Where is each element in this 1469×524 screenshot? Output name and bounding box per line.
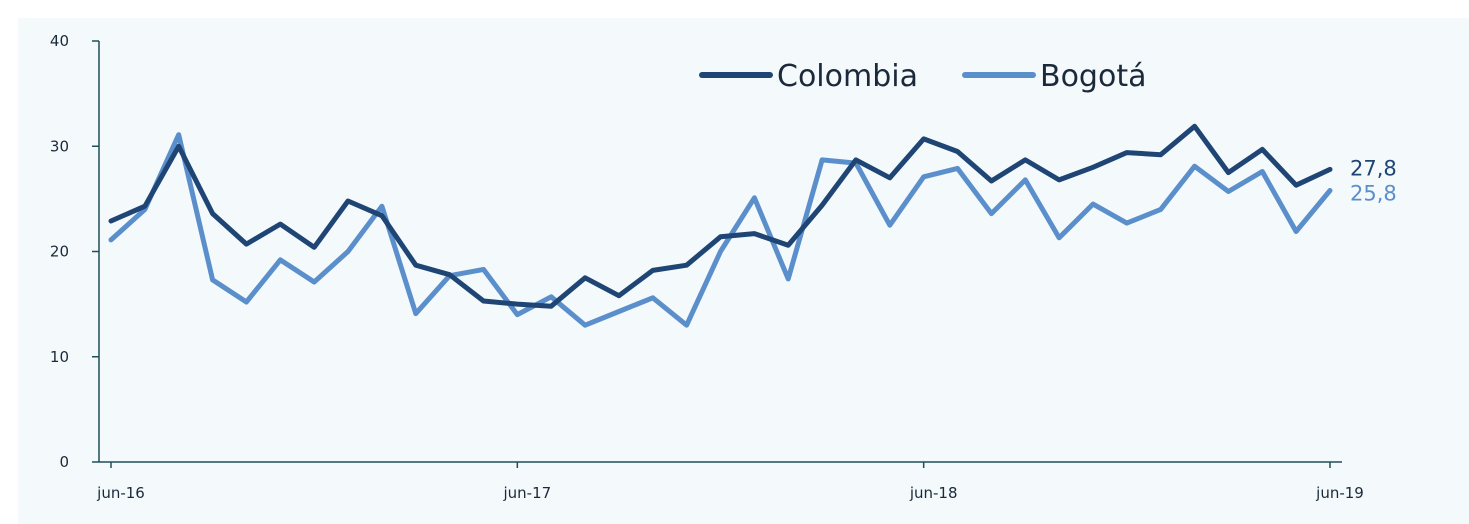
- plot-background: [18, 18, 1469, 524]
- y-tick-label: 40: [50, 32, 69, 50]
- end-value-label: 25,8: [1350, 181, 1397, 205]
- y-tick-label: 20: [50, 243, 69, 261]
- x-tick-label: jun-16: [96, 484, 145, 502]
- y-tick-label: 10: [50, 348, 69, 366]
- y-tick-label: 0: [59, 453, 69, 471]
- legend-label: Bogotá: [1040, 59, 1146, 94]
- y-tick-label: 30: [50, 137, 69, 155]
- x-tick-label: jun-17: [502, 484, 551, 502]
- legend-label: Colombia: [777, 59, 918, 94]
- x-tick-label: jun-18: [909, 484, 958, 502]
- end-value-label: 27,8: [1350, 156, 1397, 180]
- series-line-bogota: [108, 132, 1333, 328]
- x-tick-label: jun-19: [1315, 484, 1364, 502]
- series-line-colombia: [108, 123, 1333, 309]
